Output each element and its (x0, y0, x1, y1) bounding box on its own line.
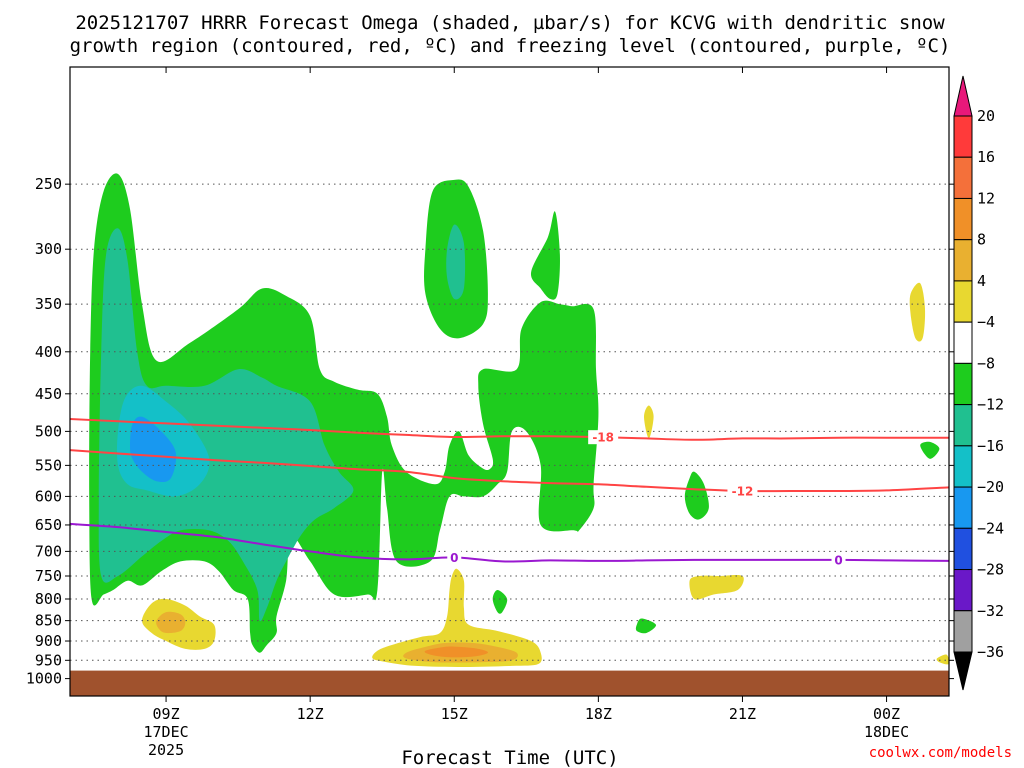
omega-region-4 (920, 441, 940, 459)
y-tick-label-750: 750 (35, 567, 62, 585)
x-tick-year-09Z: 2025 (148, 741, 184, 759)
colorbar-swatch-7 (953, 404, 973, 447)
colorbar-top-arrow (953, 75, 973, 117)
colorbar-legend: 20 16 12 8 4 −4 −8 −12 −16 −20 −24 −28 −32 −36 (953, 75, 1004, 691)
omega-region-2 (530, 211, 560, 300)
colorbar-tick-4: 4 (977, 272, 986, 290)
omega-region-6 (635, 618, 657, 634)
y-tick-label-700: 700 (35, 542, 62, 560)
x-tick-label-09Z: 09Z (153, 705, 180, 723)
y-tick-label-1000: 1000 (26, 670, 62, 688)
colorbar-tick-2: 12 (977, 189, 995, 207)
colorbar-swatch-4 (953, 280, 973, 323)
colorbar-tick-0: 20 (977, 107, 995, 125)
colorbar-bottom-arrow (953, 651, 973, 691)
colorbar-swatch-6 (953, 362, 973, 406)
chart-title-line2: growth region (contoured, red, ºC) and f… (70, 35, 951, 57)
contour-label-bg--18 (588, 430, 619, 445)
x-tick-date-00Z: 18DEC (864, 723, 909, 741)
y-tick-label-250: 250 (35, 175, 62, 193)
x-tick-label-12Z: 12Z (297, 705, 324, 723)
omega-region-7 (98, 228, 354, 622)
contour-label-bg--12 (727, 484, 758, 499)
colorbar-tick-12: −32 (977, 602, 1004, 620)
colorbar-tick-3: 8 (977, 231, 986, 249)
x-tick-label-15Z: 15Z (441, 705, 468, 723)
contour-label-0: 0 (834, 553, 842, 567)
temperature-contours: -18 -12 0 0 (70, 418, 949, 567)
y-tick-label-600: 600 (35, 487, 62, 505)
contour-line--18 (70, 418, 949, 441)
colorbar-swatch-3 (953, 239, 973, 282)
colorbar-swatch-last (953, 610, 973, 653)
colorbar-tick-1: 16 (977, 148, 995, 166)
y-tick-label-300: 300 (35, 240, 62, 258)
omega-region-16 (936, 654, 949, 665)
omega-region-12 (372, 568, 542, 667)
plot-border (69, 66, 950, 697)
colorbar-swatch-9 (953, 486, 973, 529)
colorbar-swatch-5 (953, 321, 973, 364)
y-tick-label-850: 850 (35, 612, 62, 630)
y-tick-label-800: 800 (35, 590, 62, 608)
credit-text: coolwx.com/models (869, 745, 1012, 761)
colorbar-swatch-2 (953, 197, 973, 241)
y-tick-label-650: 650 (35, 516, 62, 534)
contour-line--12 (70, 449, 949, 493)
colorbar-swatch-0 (953, 115, 973, 158)
x-tick-label-21Z: 21Z (729, 705, 756, 723)
contour-label--12: -12 (732, 485, 754, 499)
chart-title-line1: 2025121707 HRRR Forecast Omega (shaded, … (75, 12, 945, 34)
y-tick-label-550: 550 (35, 456, 62, 474)
colorbar-swatch-10 (953, 527, 973, 571)
omega-region-5 (492, 590, 508, 614)
contour-line-0 (70, 522, 949, 563)
colorbar-tick-8: −16 (977, 437, 1004, 455)
colorbar-tick-11: −28 (977, 561, 1004, 579)
y-tick-label-350: 350 (35, 295, 62, 313)
contour-label--18: -18 (592, 431, 614, 445)
colorbar-tick-10: −24 (977, 519, 1004, 537)
colorbar-swatch-1 (953, 156, 973, 199)
colorbar-tick-5: −4 (977, 313, 995, 331)
omega-region-19 (424, 646, 488, 658)
x-axis-label: Forecast Time (UTC) (401, 747, 618, 768)
y-tick-label-400: 400 (35, 343, 62, 361)
omega-region-17 (156, 611, 186, 634)
x-tick-date-09Z: 17DEC (143, 723, 188, 741)
omega-region-15 (644, 405, 654, 439)
omega-region-3 (684, 471, 709, 520)
x-tick-label-00Z: 00Z (873, 705, 900, 723)
contour-label-0: 0 (450, 551, 458, 565)
colorbar-tick-9: −20 (977, 478, 1004, 496)
y-tick-label-450: 450 (35, 385, 62, 403)
pressure-axis: 250 300 350 400 450 500 550 600 650 700 750 800 850 9… (26, 175, 954, 688)
y-tick-label-900: 900 (35, 632, 62, 650)
ground-layer (70, 670, 949, 696)
colorbar-swatch-11 (953, 569, 973, 612)
contour-label-bg-0 (447, 550, 462, 565)
omega-shading (89, 173, 949, 667)
y-tick-label-950: 950 (35, 651, 62, 669)
colorbar-tick-13: −36 (977, 643, 1004, 661)
colorbar-tick-6: −8 (977, 354, 995, 372)
omega-region-14 (909, 282, 926, 342)
omega-region-8 (446, 224, 466, 300)
x-tick-label-18Z: 18Z (585, 705, 612, 723)
colorbar-swatch-8 (953, 445, 973, 488)
omega-region-13 (689, 574, 744, 600)
contour-label-bg-0 (831, 552, 846, 567)
omega-region-0 (89, 173, 599, 653)
y-tick-label-500: 500 (35, 422, 62, 440)
colorbar-tick-7: −12 (977, 396, 1004, 414)
